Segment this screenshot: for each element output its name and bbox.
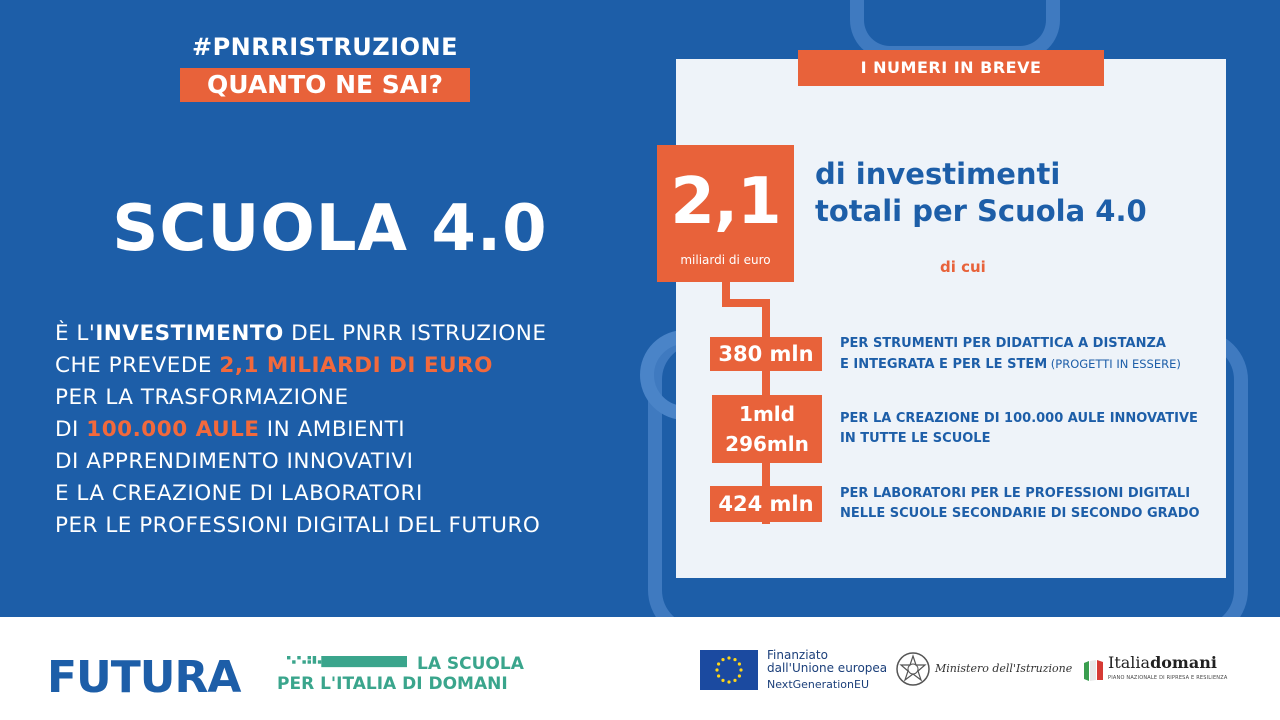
value-box-380: 380 mln — [710, 337, 822, 371]
eu-flag-icon — [700, 650, 758, 690]
pixel-pattern-icon — [287, 656, 407, 668]
italy-flag-icon — [1084, 660, 1103, 681]
connector-line — [722, 299, 770, 307]
pnrr-subtitle: PIANO NAZIONALE DI RIPRESA E RESILIENZA — [1108, 675, 1228, 681]
item-description: PER LA CREAZIONE DI 100.000 AULE INNOVAT… — [840, 411, 1198, 446]
infographic-panel: #PNRRISTRUZIONE QUANTO NE SAI? SCUOLA 4.… — [0, 0, 1280, 617]
total-value-box: 2,1 miliardi di euro — [657, 145, 794, 282]
futura-logo: FUTURA — [47, 652, 241, 703]
value-box-424: 424 mln — [710, 486, 822, 522]
italian-emblem-icon — [896, 652, 930, 686]
eu-funding-label: Finanziato dall'Unione europea NextGener… — [767, 648, 888, 692]
page-title: SCUOLA 4.0 — [112, 192, 548, 266]
scuola-logo-line1: LA SCUOLA — [417, 654, 524, 674]
of-which-label: di cui — [940, 258, 986, 276]
description-text: È L'INVESTIMENTO DEL PNRR ISTRUZIONE CHE… — [55, 321, 547, 538]
ministero-label: Ministero dell'Istruzione — [935, 662, 1073, 675]
card-header: I NUMERI IN BREVE — [798, 50, 1104, 86]
connector-line — [722, 282, 730, 307]
item-description: PER LABORATORI PER LE PROFESSIONI DIGITA… — [840, 486, 1200, 521]
italiadomani-logo: Italiadomani — [1108, 653, 1217, 672]
total-description: di investimenti totali per Scuola 4.0 — [815, 157, 1147, 228]
total-value: 2,1 — [670, 165, 781, 239]
hashtag-title: #PNRRISTRUZIONE — [191, 33, 458, 61]
footer-logos: FUTURA LA SCUOLA PER L'ITALIA DI DOMANI … — [0, 617, 1280, 720]
item-description: PER STRUMENTI PER DIDATTICA A DISTANZA E… — [840, 336, 1181, 372]
value-box-1mld: 1mld 296mln — [712, 395, 822, 463]
total-unit: miliardi di euro — [680, 253, 771, 267]
question-banner: QUANTO NE SAI? — [180, 68, 470, 102]
scuola-logo-line2: PER L'ITALIA DI DOMANI — [277, 674, 508, 694]
